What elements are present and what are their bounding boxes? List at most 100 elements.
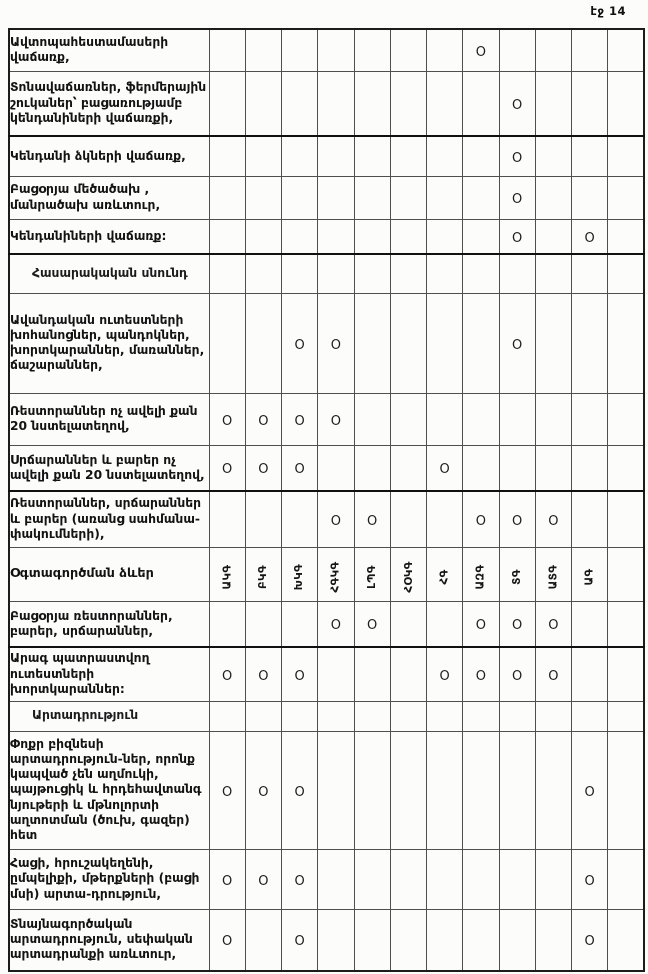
mark-cell <box>244 908 283 972</box>
mark-cell: O <box>425 444 464 492</box>
mark-cell <box>353 700 391 732</box>
mark-cell <box>317 700 355 732</box>
mark-cell: O <box>317 392 355 446</box>
mark-cell: O <box>280 392 319 446</box>
mark-cell <box>534 218 573 255</box>
mark-cell: O <box>534 646 573 702</box>
mark-cell <box>389 70 428 137</box>
permitted-mark: O <box>294 873 305 889</box>
mark-cell <box>534 253 573 294</box>
mark-cell <box>280 135 319 177</box>
permitted-mark: O <box>294 934 305 950</box>
table-row: Ավանդական ուտեստների խոհանոցներ, պանդոկն… <box>8 292 645 394</box>
mark-cell <box>425 135 464 177</box>
mark-cell: O <box>462 646 500 702</box>
mark-cell <box>244 175 283 220</box>
mark-cell <box>389 848 428 910</box>
mark-cell <box>462 292 500 394</box>
mark-cell: O <box>498 292 536 394</box>
mark-cell <box>425 218 464 255</box>
row-label: Տնայնագործական արտադրություն, սեփական ար… <box>10 916 193 962</box>
mark-cell <box>570 444 609 492</box>
mark-cell: O <box>498 135 536 177</box>
page-number: էջ 14 <box>590 4 626 18</box>
mark-cell <box>498 253 536 294</box>
table-row: Տնայնագործական արտադրություն, սեփական ար… <box>8 908 645 972</box>
mark-cell: O <box>280 444 319 492</box>
mark-cell <box>244 70 283 137</box>
mark-cell <box>570 135 609 177</box>
mark-cell <box>462 700 500 732</box>
mark-cell <box>607 135 645 177</box>
mark-cell <box>208 490 246 548</box>
mark-cell <box>425 253 464 294</box>
mark-cell <box>280 253 319 294</box>
mark-cell <box>353 392 391 446</box>
mark-cell <box>317 646 355 702</box>
usage-column-header-cell: ՀՕԿԳ <box>389 546 428 602</box>
mark-cell: O <box>208 908 246 972</box>
row-label: Բացօրյա ռեստորաններ, բարեր, սրճարաններ, <box>10 608 173 638</box>
permitted-mark: O <box>367 513 378 529</box>
row-label: Հասարակական սնունդ <box>32 266 188 281</box>
row-label: Բացօրյա մեծածախ , մանրածախ առևտուր, <box>10 182 161 212</box>
mark-cell <box>534 848 573 910</box>
row-label: Կենդանիների վաճառք: <box>10 228 167 243</box>
permitted-mark: O <box>258 462 269 478</box>
mark-cell <box>208 292 246 394</box>
mark-cell <box>208 600 246 648</box>
usage-column-label: ՀՕԿԳ <box>402 560 415 593</box>
mark-cell <box>280 700 319 732</box>
permitted-mark: O <box>512 192 523 207</box>
mark-cell <box>244 253 283 294</box>
mark-cell: O <box>534 490 573 548</box>
mark-cell <box>244 700 283 732</box>
mark-cell <box>498 700 536 732</box>
mark-cell <box>389 730 428 850</box>
mark-cell <box>534 444 573 492</box>
row-label-cell: Տնայնագործական արտադրություն, սեփական ար… <box>8 908 210 972</box>
table-row: Կենդանիների վաճառք: O O <box>8 218 645 255</box>
permitted-mark: O <box>584 873 595 889</box>
mark-cell <box>389 392 428 446</box>
permitted-mark: O <box>330 337 341 353</box>
table-row: Հացի, հրուշակեղենի, ըմպելիքի, մթերքների … <box>8 848 645 910</box>
mark-cell <box>425 28 464 72</box>
mark-cell <box>607 646 645 702</box>
mark-cell: O <box>244 392 283 446</box>
mark-cell <box>353 730 391 850</box>
mark-cell <box>607 908 645 972</box>
mark-cell <box>244 600 283 648</box>
mark-cell <box>498 730 536 850</box>
usage-column-label: ԽԿԳ <box>293 563 306 590</box>
mark-cell <box>498 392 536 446</box>
mark-cell: O <box>280 848 319 910</box>
mark-cell <box>280 218 319 255</box>
usage-column-label: ԼՊԳ <box>366 564 379 589</box>
mark-cell: O <box>570 848 609 910</box>
mark-cell <box>244 135 283 177</box>
mark-cell <box>353 135 391 177</box>
permitted-mark: O <box>222 873 233 889</box>
table-row: Բացօրյա մեծածախ , մանրածախ առևտուր, O <box>8 175 645 220</box>
usage-column-header-cell: ԱԶԳ <box>462 546 500 602</box>
mark-cell <box>425 908 464 972</box>
mark-cell <box>534 730 573 850</box>
permitted-mark: O <box>294 413 305 429</box>
usage-column-header-cell: ԼՊԳ <box>353 546 391 602</box>
mark-cell <box>570 28 609 72</box>
mark-cell <box>317 848 355 910</box>
mark-cell <box>353 646 391 702</box>
row-label-cell: Օգտագործման ձևեր <box>8 546 210 602</box>
mark-cell: O <box>244 848 283 910</box>
mark-cell <box>534 908 573 972</box>
usage-column-label: ԱԶԳ <box>474 563 487 590</box>
mark-cell <box>389 28 428 72</box>
mark-cell <box>353 444 391 492</box>
mark-cell <box>462 730 500 850</box>
mark-cell: O <box>280 908 319 972</box>
mark-cell <box>389 135 428 177</box>
mark-cell: O <box>208 730 246 850</box>
row-label: Արտադրություն <box>32 708 139 723</box>
